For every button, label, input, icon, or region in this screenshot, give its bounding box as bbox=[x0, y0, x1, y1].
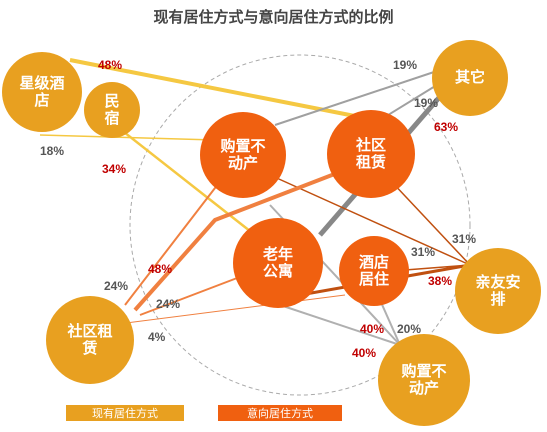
node-relatives: 亲友安 排 bbox=[455, 248, 541, 334]
link-star-hotel-to-buy-property bbox=[39, 134, 216, 141]
pct-label: 48% bbox=[98, 58, 123, 72]
node-star-hotel: 星级酒 店 bbox=[2, 52, 82, 132]
pct-label: 40% bbox=[352, 346, 377, 360]
pct-label: 24% bbox=[104, 279, 129, 293]
node-buy-property-intended: 购置不 动产 bbox=[200, 112, 286, 198]
legend-intended-label: 意向居住方式 bbox=[247, 408, 313, 420]
pct-label: 20% bbox=[397, 322, 422, 336]
link-homestay-to-senior-apartment bbox=[114, 124, 256, 236]
link-relatives-to-buy-property bbox=[269, 174, 471, 266]
link-community-rent-to-buy-property bbox=[124, 174, 226, 306]
link-relatives-to-community-rent bbox=[389, 179, 471, 266]
legend-existing: 现有居住方式 bbox=[66, 405, 184, 421]
node-buy-property-intended-label: 购置不 动产 bbox=[220, 137, 266, 172]
node-star-hotel-label: 星级酒 店 bbox=[19, 74, 65, 109]
pct-label: 63% bbox=[434, 120, 459, 134]
node-senior-apartment: 老年 公寓 bbox=[233, 218, 323, 308]
node-hotel-stay: 酒店 居住 bbox=[339, 236, 409, 306]
pct-label: 31% bbox=[452, 232, 477, 246]
node-others-label: 其它 bbox=[454, 69, 485, 87]
pct-label: 4% bbox=[148, 330, 166, 344]
link-buy-property-existing-to-senior-apartment bbox=[264, 299, 401, 346]
legend-intended: 意向居住方式 bbox=[218, 405, 342, 421]
node-buy-property-existing-label: 购置不 动产 bbox=[401, 362, 447, 397]
node-relatives-label: 亲友安 排 bbox=[475, 273, 521, 308]
page-title: 现有居住方式与意向居住方式的比例 bbox=[153, 9, 394, 26]
pct-label: 38% bbox=[428, 274, 453, 288]
node-senior-apartment-label: 老年 公寓 bbox=[262, 245, 293, 280]
node-homestay-label: 民 宿 bbox=[104, 92, 120, 127]
node-community-rent-existing-label: 社区租 赁 bbox=[67, 322, 113, 357]
link-community-rent-to-senior-apartment bbox=[139, 274, 246, 316]
node-community-rent-existing: 社区租 赁 bbox=[46, 296, 134, 384]
pct-label: 18% bbox=[40, 144, 65, 158]
link-star-hotel-to-community-rent bbox=[69, 58, 366, 120]
pct-label: 19% bbox=[393, 58, 418, 72]
legend-existing-label: 现有居住方式 bbox=[92, 408, 158, 420]
pct-label: 34% bbox=[102, 162, 127, 176]
node-buy-property-existing: 购置不 动产 bbox=[378, 334, 470, 426]
node-homestay: 民 宿 bbox=[84, 82, 140, 138]
intent-boundary-circle bbox=[129, 54, 471, 396]
node-community-rent-intended-label: 社区 租赁 bbox=[355, 136, 386, 171]
pct-label: 19% bbox=[414, 96, 439, 110]
link-community-rent-to-community-rent bbox=[133, 168, 346, 312]
link-buy-property-existing-to-hotel-stay bbox=[379, 299, 401, 346]
pct-label: 31% bbox=[411, 245, 436, 259]
node-hotel-stay-label: 酒店 居住 bbox=[358, 253, 389, 288]
pct-label: 40% bbox=[360, 322, 385, 336]
link-relatives-to-hotel-stay bbox=[404, 264, 471, 271]
node-others: 其它 bbox=[432, 40, 508, 116]
link-others-to-buy-property bbox=[274, 69, 441, 126]
link-community-rent-to-hotel-stay bbox=[109, 294, 346, 326]
node-community-rent-intended: 社区 租赁 bbox=[327, 110, 415, 198]
pct-label: 24% bbox=[156, 297, 181, 311]
pct-label: 48% bbox=[148, 262, 173, 276]
